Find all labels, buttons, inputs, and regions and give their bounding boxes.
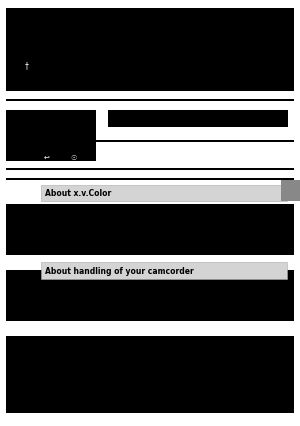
Bar — [6, 9, 294, 92]
Bar — [6, 271, 294, 322]
Bar — [6, 337, 294, 413]
Bar — [40, 263, 286, 279]
Text: About handling of your camcorder: About handling of your camcorder — [45, 266, 194, 276]
Bar — [108, 111, 288, 128]
Text: ↩: ↩ — [44, 155, 50, 161]
Bar — [6, 168, 294, 170]
Bar — [6, 179, 294, 181]
Bar — [6, 111, 96, 162]
Bar — [40, 185, 286, 201]
Bar — [280, 181, 300, 201]
Bar — [6, 100, 294, 102]
Bar — [6, 204, 294, 256]
Text: ☉: ☉ — [70, 155, 76, 161]
Text: About x.v.Color: About x.v.Color — [45, 189, 111, 198]
Bar — [6, 141, 294, 143]
Text: †: † — [25, 61, 29, 71]
